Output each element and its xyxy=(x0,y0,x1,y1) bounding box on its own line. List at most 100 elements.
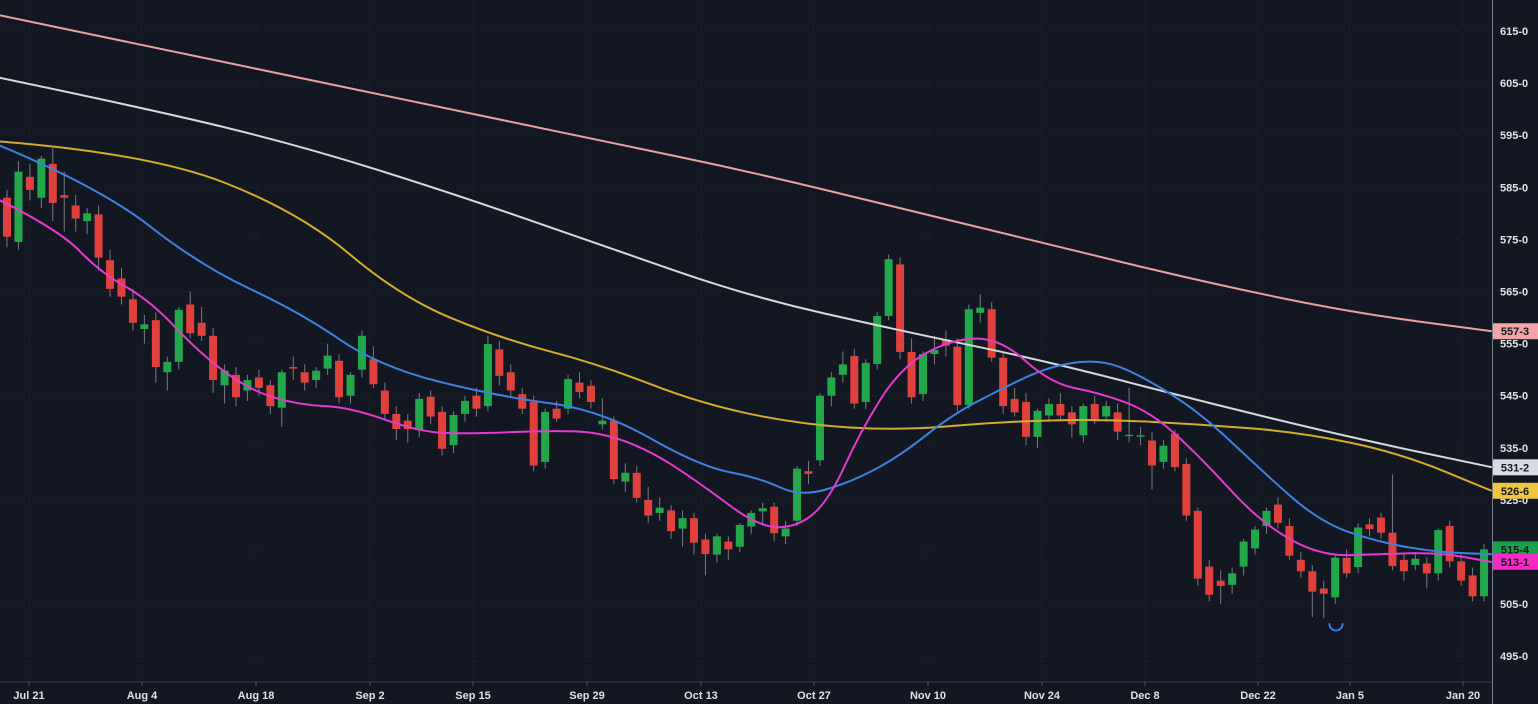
candle-up xyxy=(815,395,824,461)
candle-down xyxy=(1468,575,1477,597)
candle-down xyxy=(518,394,527,409)
candle-up xyxy=(838,364,847,375)
candle-up xyxy=(873,315,882,364)
candle-down xyxy=(1113,412,1122,432)
candle-up xyxy=(483,344,492,407)
candle-up xyxy=(564,379,573,409)
candle-down xyxy=(197,322,206,336)
candle-down xyxy=(896,264,905,352)
candle-down xyxy=(94,214,103,258)
time-axis[interactable]: Jul 21 Aug 4 Aug 18 Sep 2 Sep 15 Sep 29 Oct 13… xyxy=(0,681,1538,702)
candle-down xyxy=(1457,561,1466,581)
date-tick-label: Dec 8 xyxy=(1130,690,1159,702)
candle-down xyxy=(151,320,160,368)
candle-down xyxy=(1422,563,1431,574)
candle-down xyxy=(209,335,218,381)
candle-down xyxy=(1216,580,1225,586)
candle-down xyxy=(1273,504,1282,523)
candle-down xyxy=(1308,571,1317,592)
candle-down xyxy=(1056,404,1065,416)
candle-down xyxy=(1319,588,1328,594)
candle-up xyxy=(163,361,172,373)
date-tick-label: Jul 21 xyxy=(13,690,44,702)
price-tick-label: 565-0 xyxy=(1500,287,1528,299)
candle-down xyxy=(552,408,561,419)
price-axis[interactable]: 615-0 605-0 595-0 585-0 575-0 565-0 555-0 545-0… xyxy=(1492,0,1538,704)
date-tick-label: Dec 22 xyxy=(1240,690,1275,702)
candle-up xyxy=(758,508,767,512)
candle-up xyxy=(14,171,23,243)
price-axis-pane xyxy=(1492,0,1538,704)
price-tick-label: 505-0 xyxy=(1500,599,1528,611)
candle-down xyxy=(770,506,779,534)
candle-down xyxy=(1365,524,1374,530)
date-tick-label: Oct 27 xyxy=(797,690,831,702)
candle-down xyxy=(117,278,126,297)
ma-line-white xyxy=(0,76,1492,469)
event-marker-arc xyxy=(1328,623,1344,632)
candle-down xyxy=(1148,440,1156,466)
candle-up xyxy=(964,309,973,406)
candle-up xyxy=(220,370,229,386)
candle-down xyxy=(724,541,733,550)
candle-down xyxy=(380,390,389,414)
price-tick-label: 535-0 xyxy=(1500,443,1528,455)
date-tick-label: Aug 18 xyxy=(238,690,275,702)
candle-up xyxy=(678,518,687,529)
price-badge-pink-ma xyxy=(1493,323,1538,340)
candle-up xyxy=(735,524,744,547)
candle-down xyxy=(60,195,69,198)
price-tick-label: 555-0 xyxy=(1500,339,1528,351)
candle-down xyxy=(472,395,481,409)
candle-down xyxy=(667,510,676,532)
candle-up xyxy=(1102,406,1111,417)
price-tick-label: 615-0 xyxy=(1500,26,1528,38)
candle-down xyxy=(186,304,195,334)
candle-down xyxy=(1067,412,1076,425)
candle-down xyxy=(3,197,11,237)
candle-down xyxy=(48,163,57,203)
price-badge-yellow-ma xyxy=(1493,482,1538,499)
price-tick-label: 575-0 xyxy=(1500,234,1528,246)
candle-up xyxy=(1480,549,1489,597)
candle-down xyxy=(1399,559,1408,572)
candle-down xyxy=(907,351,916,398)
candle-down xyxy=(1090,404,1099,420)
candle-up xyxy=(1411,558,1420,566)
candle-down xyxy=(632,472,641,498)
candle-up xyxy=(346,374,355,396)
candle-down xyxy=(1022,401,1031,437)
candle-up xyxy=(655,507,664,513)
candle-up xyxy=(541,411,550,462)
candle-down xyxy=(941,339,950,346)
price-tick-label: 585-0 xyxy=(1500,182,1528,194)
candle-down xyxy=(289,367,298,369)
candle-up xyxy=(793,468,802,521)
date-tick-label: Aug 4 xyxy=(127,690,158,702)
price-tick-label: 495-0 xyxy=(1500,651,1528,663)
candle-down xyxy=(403,420,412,430)
candle-down xyxy=(701,539,710,555)
price-tick-label: 595-0 xyxy=(1500,130,1528,142)
candle-down xyxy=(609,420,618,480)
date-tick-label: Sep 2 xyxy=(355,690,384,702)
candle-up xyxy=(174,309,183,362)
candle-down xyxy=(392,413,401,430)
candle-down xyxy=(1182,463,1191,516)
candle-up xyxy=(1239,541,1248,567)
price-badge-magenta-ma xyxy=(1493,553,1538,570)
candle-down xyxy=(1170,433,1179,468)
candle-up xyxy=(1331,557,1340,598)
candle-down xyxy=(300,372,309,383)
candle-down xyxy=(1205,566,1214,595)
candle-down xyxy=(495,349,504,376)
date-tick-label: Nov 10 xyxy=(910,690,946,702)
date-tick-label: Jan 5 xyxy=(1336,690,1364,702)
candle-down xyxy=(25,176,34,190)
candle-down xyxy=(254,377,263,388)
candle-down xyxy=(1010,398,1019,413)
candle-up xyxy=(37,158,46,198)
candle-down xyxy=(1445,525,1454,562)
